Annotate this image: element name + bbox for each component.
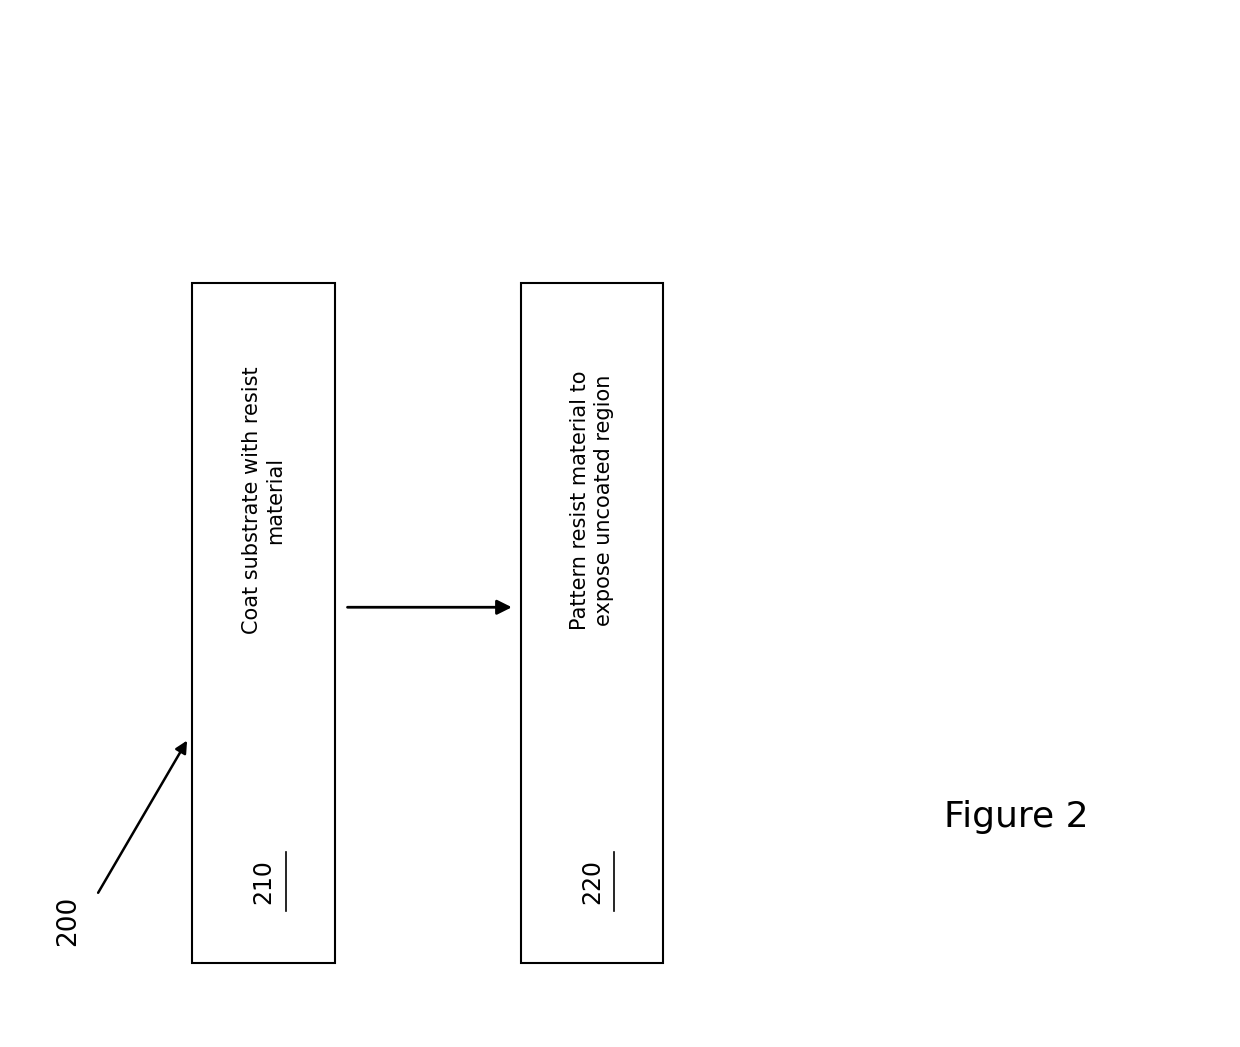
Text: 200: 200 [56,896,81,946]
Text: 220: 220 [580,860,604,904]
Bar [521,283,663,963]
Text: Coat substrate with resist
material: Coat substrate with resist material [242,366,285,634]
Text: 210: 210 [252,860,275,904]
Text: Pattern resist material to
expose uncoated region: Pattern resist material to expose uncoat… [570,371,614,630]
Bar [192,283,335,963]
Text: Figure 2: Figure 2 [945,800,1089,833]
